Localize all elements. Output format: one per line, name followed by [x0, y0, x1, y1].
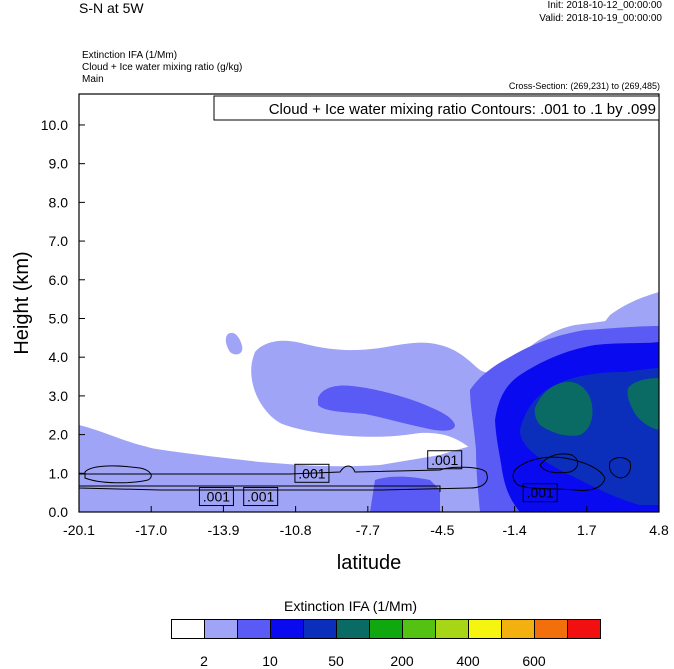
y-tick-label: 7.0: [49, 233, 69, 249]
contour-labels: .001 .001 .001 .001 .001: [198, 450, 558, 507]
colorbar-swatch: [237, 619, 271, 639]
colorbar-swatch: [369, 619, 403, 639]
y-tick-label: 1.0: [49, 465, 69, 481]
colorbar-swatch: [270, 619, 304, 639]
x-tick-label: -13.9: [207, 522, 239, 538]
x-tick-label: 4.8: [649, 522, 669, 538]
colorbar-swatch: [336, 619, 370, 639]
y-tick-label: 8.0: [49, 194, 69, 210]
cross-section-label: Cross-Section: (269,231) to (269,485): [508, 81, 660, 91]
contour-label-box: [243, 487, 279, 507]
contour-label: .001: [522, 483, 558, 503]
contour-lines: [79, 453, 631, 492]
contour-label-text: .001: [431, 452, 458, 468]
y-tick-label: 3.0: [49, 388, 69, 404]
contour-label-box: [522, 483, 558, 503]
x-tick-label: -20.1: [63, 522, 95, 538]
contour-line: [84, 465, 152, 484]
colorbar-label: 10: [262, 653, 278, 669]
colorbar-swatch: [567, 619, 601, 639]
contour-line: [79, 465, 488, 491]
contour-label-text: .001: [247, 489, 274, 505]
contour-line: [512, 456, 606, 491]
shade-level-2-left: [79, 425, 171, 463]
x-tick-label: -17.0: [135, 522, 167, 538]
contour-label-box: [294, 463, 330, 483]
plot-title: S-N at 5W: [79, 0, 144, 16]
field-line-extinction: Extinction IFA (1/Mm): [82, 50, 178, 61]
contour-label: .001: [427, 450, 463, 470]
shaded-field: [79, 292, 659, 512]
colorbar-swatch: [501, 619, 535, 639]
colorbar-label: 50: [328, 653, 344, 669]
init-time: Init: 2018-10-12_00:00:00: [547, 0, 662, 11]
contour-line: [539, 453, 579, 474]
colorbar-label: 600: [522, 653, 546, 669]
x-axis-label: latitude: [337, 552, 402, 574]
y-tick-label: 4.0: [49, 349, 69, 365]
colorbar-swatch: [435, 619, 469, 639]
field-line-cloud: Cloud + Ice water mixing ratio (g/kg): [82, 62, 243, 73]
colorbar-swatch: [204, 619, 238, 639]
x-tick-label: -10.8: [280, 522, 312, 538]
contour-label-box: [198, 487, 234, 507]
contour-info-text: Cloud + Ice water mixing ratio Contours:…: [269, 101, 656, 118]
x-tick-label: -1.4: [503, 522, 527, 538]
contour-label-text: .001: [527, 485, 554, 501]
shade-level-10: [318, 385, 455, 431]
colorbar-label: 2: [200, 653, 208, 669]
y-tick-label: 9.0: [49, 156, 69, 172]
shade-level-400: [534, 381, 593, 436]
plot-frame: [78, 93, 660, 513]
x-tick-label: -4.5: [430, 522, 454, 538]
colorbar-swatch: [303, 619, 337, 639]
contour-label-box: [427, 450, 463, 470]
x-tick-label: -7.7: [356, 522, 380, 538]
contour-label: .001: [198, 487, 234, 507]
y-tick-label: 5.0: [49, 310, 69, 326]
axis-ticks: -20.1 -17.0 -13.9 -10.8 -7.7 -4.5 -1.4 1.7 4.8 0.…: [41, 117, 669, 538]
valid-time: Valid: 2018-10-19_00:00:00: [539, 13, 662, 24]
colorbar-swatch: [534, 619, 568, 639]
y-tick-label: 6.0: [49, 272, 69, 288]
colorbar-title: Extinction IFA (1/Mm): [284, 598, 418, 614]
shade-level-10-low: [370, 476, 440, 512]
shade-level-2-blob: [225, 332, 243, 355]
y-axis-label: Height (km): [11, 251, 33, 354]
shade-level-400-east: [627, 378, 659, 430]
colorbar-swatch: [468, 619, 502, 639]
x-tick-label: 1.7: [577, 522, 597, 538]
colorbar-swatch: [402, 619, 436, 639]
colorbar-swatch: [171, 619, 205, 639]
contour-line: [609, 457, 631, 479]
field-line-main: Main: [82, 74, 104, 85]
contour-label-text: .001: [298, 465, 325, 481]
colorbar-label: 200: [390, 653, 414, 669]
contour-label: .001: [243, 487, 279, 507]
contour-label: .001: [294, 463, 330, 483]
y-tick-label: 0.0: [49, 504, 69, 520]
y-tick-label: 2.0: [49, 427, 69, 443]
contour-info-box: [213, 95, 660, 121]
colorbar-label: 400: [456, 653, 480, 669]
contour-line: [79, 485, 441, 492]
contour-label-text: .001: [203, 489, 230, 505]
y-tick-label: 10.0: [41, 117, 68, 133]
